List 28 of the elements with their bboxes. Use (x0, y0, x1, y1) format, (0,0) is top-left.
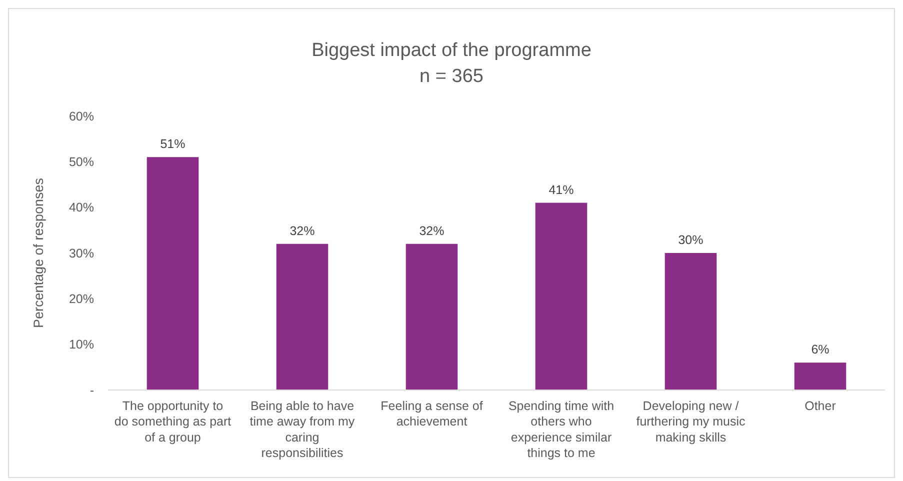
x-tick-label: Developing new / furthering my music making skills (636, 399, 746, 444)
x-tick-label: Other (804, 399, 836, 413)
data-label: 32% (419, 224, 444, 238)
x-tick-label: The opportunity to do something as part of a group (114, 399, 232, 444)
y-tick-label: 60% (68, 109, 94, 124)
x-tick-label: Spending time with others who experience similar things to me (508, 399, 614, 460)
bar (535, 202, 588, 390)
bar (276, 244, 328, 390)
y-tick-label: 10% (68, 338, 94, 352)
chart-title: Biggest impact of the programme (312, 40, 592, 61)
data-label: 6% (811, 342, 830, 357)
y-tick-label: 20% (68, 292, 94, 306)
bar (664, 253, 717, 390)
chart-subtitle: n = 365 (420, 66, 484, 87)
bar (146, 157, 199, 390)
y-tick-label: 30% (68, 246, 94, 260)
y-axis-title: Percentage of responses (31, 178, 46, 328)
bar (406, 244, 458, 390)
data-label: 41% (548, 182, 574, 197)
data-label: 32% (290, 224, 315, 238)
bar (794, 362, 846, 390)
x-tick-label: Being able to have time away from my caring responsibilities (250, 399, 356, 460)
data-label: 30% (678, 233, 704, 247)
y-tick-label: 50% (68, 155, 94, 170)
x-tick-label: Feeling a sense of achievement (380, 399, 484, 429)
y-tick-label: 40% (68, 200, 94, 215)
data-label: 51% (160, 137, 186, 152)
y-tick-label: - (90, 383, 94, 398)
